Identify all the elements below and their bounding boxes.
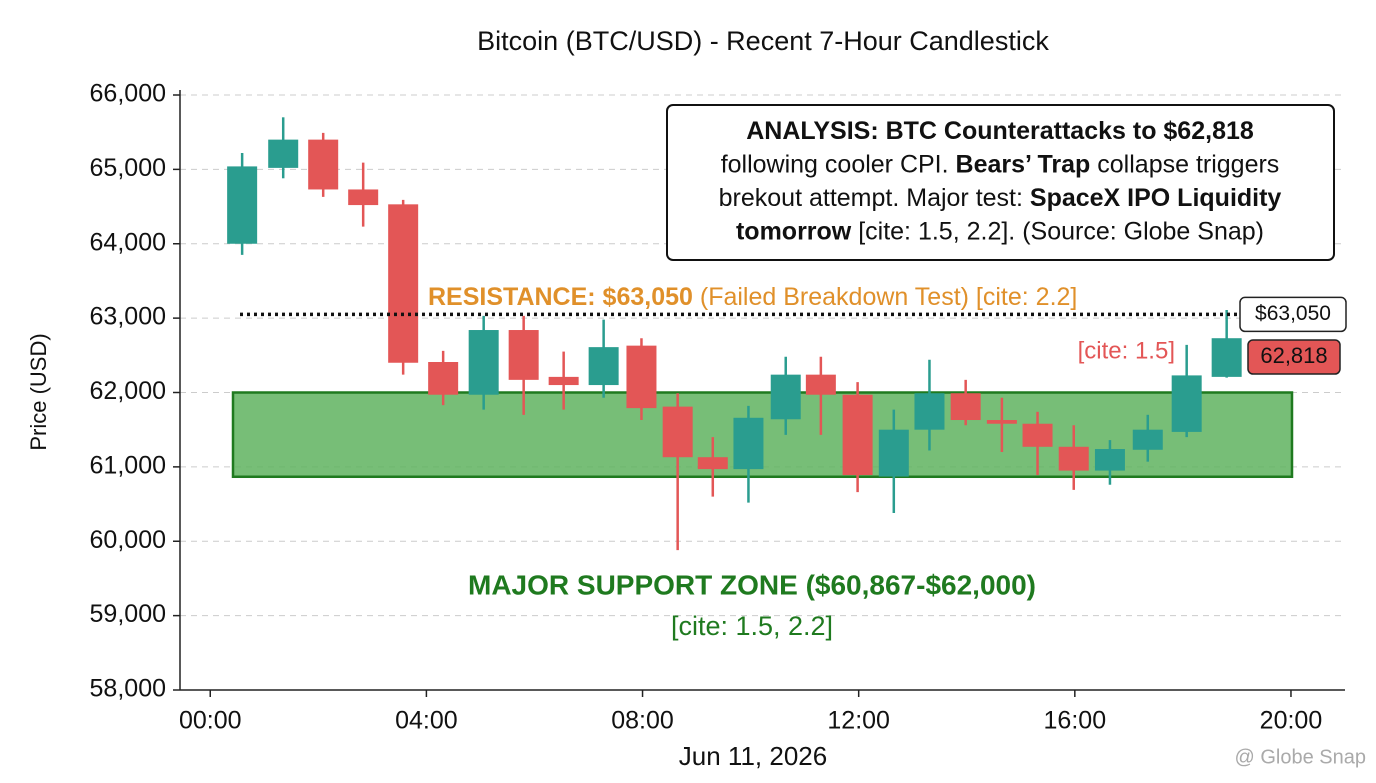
- y-tick-label: 58,000: [90, 675, 166, 703]
- analysis-segment: tomorrow: [736, 217, 852, 245]
- y-tick-label: 61,000: [90, 451, 166, 479]
- y-axis-label: Price (USD): [26, 333, 51, 450]
- x-tick-label: 00:00: [179, 707, 242, 735]
- y-tick-label: 60,000: [90, 526, 166, 554]
- candle-body: [508, 330, 539, 380]
- analysis-segment: brekout attempt. Major test:: [719, 184, 1030, 212]
- candle-body: [733, 417, 764, 470]
- x-tick-label: 12:00: [827, 707, 890, 735]
- y-tick-label: 64,000: [90, 228, 166, 256]
- candle-body: [770, 374, 801, 420]
- candle-body: [1022, 423, 1053, 447]
- x-axis-label: Jun 11, 2026: [679, 741, 827, 771]
- y-tick-label: 66,000: [90, 80, 166, 108]
- x-tick-label: 08:00: [611, 707, 674, 735]
- candle-body: [1171, 375, 1202, 432]
- candle-body: [388, 204, 419, 363]
- analysis-line: ANALYSIS: BTC Counterattacks to $62,818: [746, 117, 1254, 145]
- candle-body: [268, 139, 299, 168]
- y-tick-label: 62,000: [90, 377, 166, 405]
- candle-body: [697, 457, 728, 470]
- price-tag-box: [1247, 339, 1341, 375]
- candle-body: [1094, 449, 1125, 471]
- candle-body: [227, 166, 258, 244]
- chart-title: Bitcoin (BTC/USD) - Recent 7-Hour Candle…: [477, 26, 1049, 56]
- candle-body: [842, 394, 873, 476]
- resistance-note: (Failed Breakdown Test) [cite: 2.2]: [693, 283, 1077, 311]
- candle-body: [986, 420, 1017, 424]
- x-tick-label: 16:00: [1044, 707, 1107, 735]
- analysis-segment: following cooler CPI.: [721, 150, 956, 178]
- price-tag: 62,818: [1260, 343, 1327, 368]
- resistance-tag: $63,050: [1255, 302, 1331, 325]
- candle-body: [805, 374, 836, 395]
- candle-body: [348, 189, 379, 206]
- candle-body: [950, 393, 981, 421]
- analysis-line: brekout attempt. Major test: SpaceX IPO …: [719, 184, 1282, 212]
- analysis-box: [666, 104, 1335, 261]
- candle-body: [662, 406, 693, 458]
- candle-body: [428, 362, 459, 395]
- candle-body: [1132, 429, 1163, 450]
- watermark: @ Globe Snap: [1235, 746, 1367, 768]
- resistance-tag-box: [1239, 296, 1347, 333]
- y-tick-label: 59,000: [90, 600, 166, 628]
- candle-body: [548, 376, 579, 386]
- candle-body: [1058, 446, 1089, 471]
- analysis-segment: collapse triggers: [1090, 150, 1279, 178]
- x-tick-label: 04:00: [395, 707, 458, 735]
- candle-body: [878, 429, 909, 477]
- candle-body: [468, 330, 499, 395]
- candle-body: [308, 139, 339, 190]
- candle-body: [914, 393, 945, 430]
- y-tick-label: 63,000: [90, 303, 166, 331]
- candle-body: [1211, 338, 1242, 377]
- y-tick-label: 65,000: [90, 154, 166, 182]
- x-tick-label: 20:00: [1260, 707, 1323, 735]
- support-title: MAJOR SUPPORT ZONE ($60,867-$62,000): [468, 569, 1036, 600]
- resistance-annotation: RESISTANCE: $63,050 (Failed Breakdown Te…: [428, 283, 1077, 311]
- support-cite: [cite: 1.5, 2.2]: [671, 611, 833, 641]
- analysis-segment: ANALYSIS: BTC Counterattacks to $62,818: [746, 117, 1254, 145]
- analysis-segment: Bears’ Trap: [956, 150, 1091, 178]
- analysis-segment: SpaceX IPO Liquidity: [1030, 184, 1282, 212]
- analysis-line: following cooler CPI. Bears’ Trap collap…: [721, 150, 1280, 178]
- resistance-title: RESISTANCE: $63,050: [428, 283, 693, 311]
- analysis-segment: [cite: 1.5, 2.2]. (Source: Globe Snap): [851, 217, 1264, 245]
- analysis-line: tomorrow [cite: 1.5, 2.2]. (Source: Glob…: [736, 217, 1264, 245]
- candle-body: [588, 347, 619, 386]
- price-cite: [cite: 1.5]: [1078, 337, 1175, 364]
- candle-body: [626, 345, 657, 409]
